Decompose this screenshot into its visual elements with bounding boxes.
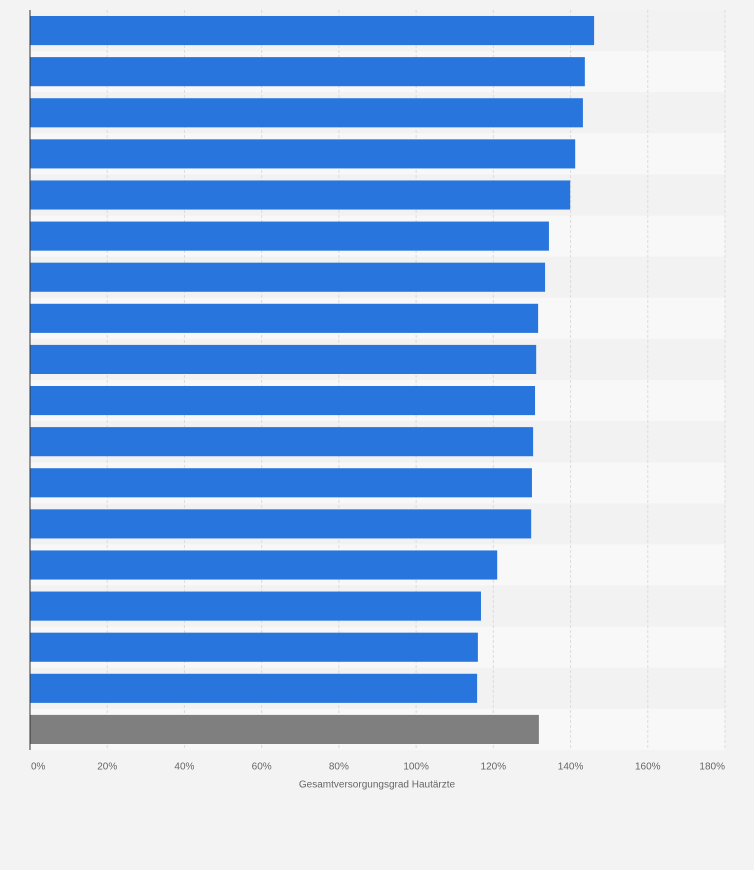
x-tick-label: 140%	[558, 762, 584, 773]
bar	[30, 632, 478, 662]
bar	[30, 714, 539, 744]
bar	[30, 98, 583, 128]
bar	[30, 180, 571, 210]
bar	[30, 16, 595, 46]
bar	[30, 550, 498, 580]
x-tick-label: 100%	[403, 762, 429, 773]
x-tick-label: 40%	[174, 762, 194, 773]
bar	[30, 262, 546, 292]
bar	[30, 57, 585, 87]
x-tick-label: 180%	[699, 762, 725, 773]
x-tick-label: 0%	[31, 762, 46, 773]
bar	[30, 468, 532, 498]
bar	[30, 673, 478, 703]
x-axis-label: Gesamtversorgungsgrad Hautärzte	[299, 780, 456, 791]
bar	[30, 303, 539, 333]
x-tick-label: 160%	[635, 762, 661, 773]
x-tick-label: 120%	[481, 762, 507, 773]
bar	[30, 427, 534, 457]
x-tick-label: 60%	[252, 762, 272, 773]
bar	[30, 591, 481, 621]
bar	[30, 509, 532, 539]
bar	[30, 139, 576, 169]
x-tick-label: 20%	[97, 762, 117, 773]
bar	[30, 221, 549, 251]
bar	[30, 386, 536, 416]
bar	[30, 344, 537, 374]
x-tick-label: 80%	[329, 762, 349, 773]
